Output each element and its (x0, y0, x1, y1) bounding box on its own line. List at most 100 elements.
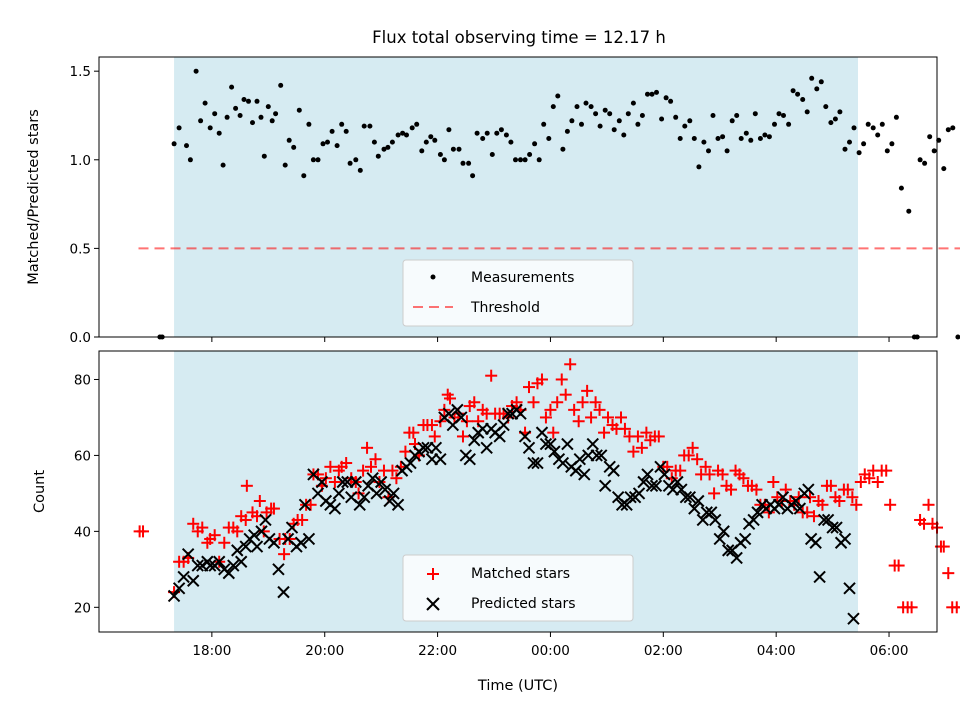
predicted-star-point-b (247, 528, 261, 542)
top-y-axis-label: Matched/Predicted stars (26, 109, 42, 285)
measurement-point (310, 157, 316, 163)
predicted-star-point (332, 487, 346, 500)
measurement-point (306, 121, 312, 127)
measurement-point (724, 148, 730, 154)
matched-star-point (699, 460, 712, 473)
top-legend: Measurements Threshold (402, 259, 634, 327)
predicted-stars-points (167, 403, 860, 625)
predicted-star-point-b (361, 479, 375, 493)
measurement-point (861, 141, 867, 147)
predicted-star-point-b (294, 536, 308, 549)
predicted-star-point (172, 582, 186, 595)
predicted-star-point (455, 411, 468, 424)
matched-star-point (364, 460, 377, 473)
predicted-star-point (267, 536, 281, 549)
matched-star-point (218, 536, 231, 549)
measurement-point (931, 148, 937, 154)
predicted-star-point (713, 532, 726, 546)
measurement-point (955, 334, 960, 340)
matched-star-point (884, 498, 897, 511)
predicted-star-point-b (590, 449, 603, 462)
predicted-star-point (738, 532, 752, 546)
predicted-star-point-b (569, 464, 583, 477)
matched-star-point (564, 358, 577, 371)
predicted-star-point (247, 528, 261, 542)
predicted-star-point (177, 570, 190, 584)
predicted-star-point (838, 532, 852, 546)
predicted-star-point (234, 555, 248, 568)
matched-star-point (640, 426, 653, 439)
predicted-star-point-b (586, 437, 599, 451)
matched-star-point (296, 513, 309, 526)
measurement-point (579, 121, 584, 127)
measurement-point (484, 130, 490, 136)
measurement-point (889, 141, 895, 147)
measurement-point (738, 136, 744, 141)
measurement-point (917, 157, 923, 163)
measurement-point (494, 130, 500, 136)
predicted-star-point-b (561, 437, 574, 451)
predicted-star-point (531, 456, 544, 470)
top-legend-box (402, 259, 634, 327)
measurement-point (795, 91, 801, 97)
matched-star-point (682, 449, 695, 462)
matched-star-point (253, 494, 266, 507)
measurement-point (593, 111, 599, 117)
matched-star-point (905, 601, 918, 614)
measurement-point (597, 123, 603, 129)
x-tick-label: 18:00 (192, 643, 231, 659)
measurement-point (527, 152, 533, 157)
measurement-point (893, 114, 899, 120)
predicted-star-point-b (522, 441, 536, 455)
predicted-star-point-b (501, 407, 515, 420)
predicted-star-point-b (843, 582, 856, 595)
matched-star-point (618, 422, 631, 435)
measurement-point (875, 132, 881, 138)
predicted-star-point-b (598, 479, 612, 493)
matched-star-point (328, 476, 341, 489)
predicted-star-point (294, 536, 308, 549)
predicted-star-point-b (187, 574, 200, 587)
measurement-point (555, 93, 561, 99)
predicted-star-point (522, 441, 536, 455)
predicted-star-point (250, 540, 264, 553)
x-tick-label: 22:00 (418, 643, 457, 659)
predicted-star-point (535, 426, 549, 439)
predicted-star-point-b (442, 407, 456, 420)
measurement-point (715, 136, 721, 141)
predicted-star-point (843, 582, 856, 595)
predicted-star-point (212, 555, 226, 568)
measurement-point (772, 121, 777, 127)
predicted-star-point-b (332, 487, 346, 500)
predicted-star-point-b (830, 521, 843, 534)
predicted-star-point (578, 468, 591, 481)
matched-star-point (137, 525, 150, 538)
measurement-point (456, 146, 462, 152)
predicted-star-point-b (267, 536, 281, 549)
measurement-point (385, 144, 391, 150)
legend-matched-label: Matched stars (471, 566, 570, 582)
measurement-point (437, 152, 443, 157)
predicted-star-point (434, 453, 447, 466)
measurement-point (847, 139, 852, 145)
x-tick-label: 02:00 (644, 643, 683, 659)
measurement-point (564, 128, 570, 134)
matched-star-point (456, 430, 469, 443)
measurement-point (347, 160, 353, 166)
predicted-star-point-b (311, 487, 325, 500)
predicted-star-point (374, 475, 388, 489)
measurement-point (927, 134, 933, 140)
measurement-point (574, 104, 580, 110)
predicted-star-point-b (272, 563, 285, 576)
matched-star-point (559, 388, 572, 401)
matched-star-point (716, 468, 729, 481)
legend-measurements-label: Measurements (471, 270, 574, 286)
matched-star-point (390, 472, 403, 485)
measurement-point (673, 114, 679, 120)
matched-star-point (535, 373, 548, 386)
measurement-point (254, 98, 260, 104)
measurement-point (474, 130, 480, 136)
measurement-point (522, 157, 528, 163)
predicted-star-point-b (336, 475, 349, 489)
matched-star-point (581, 384, 594, 397)
